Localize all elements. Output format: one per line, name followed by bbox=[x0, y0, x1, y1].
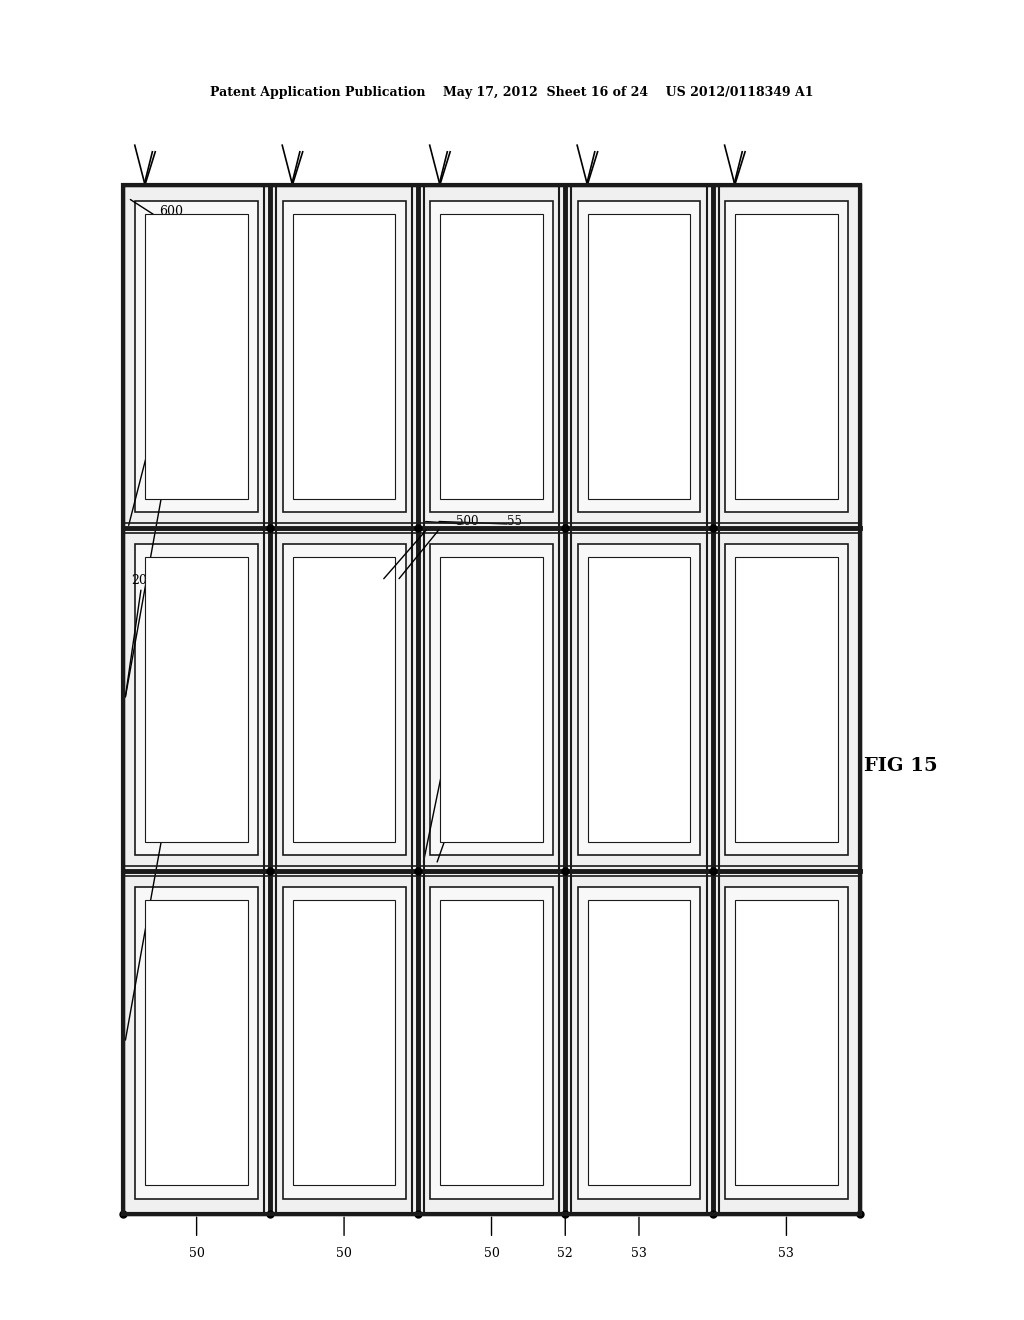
Bar bbox=[440, 557, 543, 842]
Text: 53: 53 bbox=[631, 1247, 647, 1261]
Bar bbox=[145, 214, 248, 499]
Bar bbox=[293, 900, 395, 1185]
Text: Patent Application Publication    May 17, 2012  Sheet 16 of 24    US 2012/011834: Patent Application Publication May 17, 2… bbox=[210, 86, 814, 99]
Text: 50: 50 bbox=[188, 1247, 205, 1261]
Text: FIG 15: FIG 15 bbox=[864, 756, 938, 775]
Bar bbox=[145, 557, 248, 842]
Bar bbox=[135, 201, 258, 512]
Text: 55: 55 bbox=[507, 647, 522, 660]
Bar bbox=[713, 528, 860, 871]
Text: 500: 500 bbox=[456, 515, 478, 528]
Text: 20: 20 bbox=[131, 574, 147, 587]
Text: 52: 52 bbox=[557, 1247, 573, 1261]
Bar bbox=[565, 185, 713, 528]
Bar bbox=[578, 887, 700, 1199]
Bar bbox=[270, 185, 418, 528]
Bar bbox=[270, 528, 418, 871]
Bar bbox=[418, 185, 565, 528]
Bar bbox=[735, 900, 838, 1185]
Bar bbox=[293, 214, 395, 499]
Bar bbox=[578, 201, 700, 512]
Bar bbox=[578, 544, 700, 855]
Bar bbox=[418, 871, 565, 1214]
Bar bbox=[713, 185, 860, 528]
Bar bbox=[588, 557, 690, 842]
Bar bbox=[588, 900, 690, 1185]
Bar bbox=[735, 214, 838, 499]
Bar bbox=[565, 871, 713, 1214]
Text: 52: 52 bbox=[159, 363, 174, 376]
Bar bbox=[123, 185, 860, 1214]
Bar bbox=[418, 528, 565, 871]
Bar bbox=[135, 544, 258, 855]
Bar bbox=[123, 185, 270, 528]
Bar bbox=[283, 544, 406, 855]
Bar bbox=[123, 528, 270, 871]
Bar bbox=[123, 871, 270, 1214]
Bar bbox=[725, 887, 848, 1199]
Bar bbox=[145, 900, 248, 1185]
Text: 100: 100 bbox=[152, 482, 175, 495]
Bar bbox=[440, 900, 543, 1185]
Text: 600: 600 bbox=[159, 205, 182, 218]
Bar bbox=[440, 214, 543, 499]
Bar bbox=[588, 214, 690, 499]
Text: 50: 50 bbox=[336, 1247, 352, 1261]
Bar bbox=[565, 528, 713, 871]
Bar bbox=[430, 544, 553, 855]
Bar bbox=[430, 887, 553, 1199]
Bar bbox=[430, 201, 553, 512]
Bar bbox=[293, 557, 395, 842]
Bar bbox=[270, 871, 418, 1214]
Text: 55: 55 bbox=[507, 515, 522, 528]
Bar bbox=[135, 887, 258, 1199]
Bar bbox=[283, 887, 406, 1199]
Bar bbox=[735, 557, 838, 842]
Bar bbox=[725, 201, 848, 512]
Text: 100: 100 bbox=[152, 825, 175, 838]
Bar bbox=[725, 544, 848, 855]
Text: 500: 500 bbox=[456, 647, 478, 660]
Text: 53: 53 bbox=[778, 1247, 795, 1261]
Bar bbox=[713, 871, 860, 1214]
Bar bbox=[283, 201, 406, 512]
Text: 50: 50 bbox=[483, 1247, 500, 1261]
